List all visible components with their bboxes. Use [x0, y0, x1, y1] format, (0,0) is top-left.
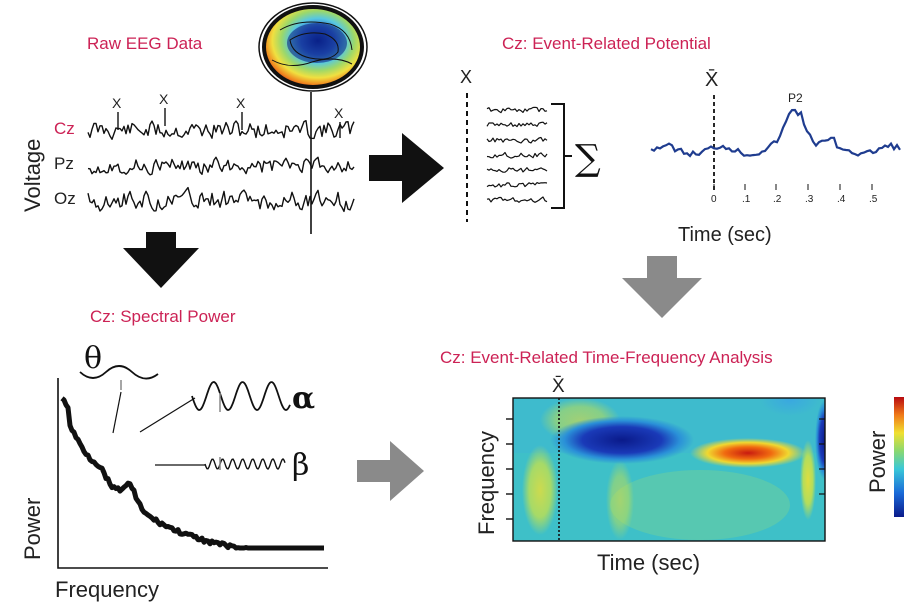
- spectral-axes: [57, 378, 328, 569]
- erp-axis-ticks: 0 .1 .2 .3 .4 .5: [711, 184, 878, 205]
- spectral-xlabel: Frequency: [55, 577, 159, 602]
- colorbar: [894, 397, 904, 517]
- erp-mean-event-marker: X̄: [705, 68, 718, 91]
- raw-eeg-title: Raw EEG Data: [87, 34, 203, 53]
- beta-symbol: β: [292, 448, 309, 483]
- eeg-trace-cz: [87, 119, 355, 141]
- erp-tick-label: .1: [742, 194, 751, 205]
- epoch-trace: [486, 136, 548, 144]
- erp-tick-label: .4: [837, 194, 846, 205]
- down-arrow-gray: [622, 256, 702, 318]
- down-arrow-dark: [123, 232, 199, 288]
- tf-title: Cz: Event-Related Time-Frequency Analysi…: [440, 348, 773, 367]
- epoch-trace: [486, 182, 548, 188]
- event-marker-4: X: [334, 105, 344, 121]
- sum-symbol: ∑: [575, 138, 601, 179]
- right-arrow-gray: [357, 441, 424, 501]
- erp-tick-label: .2: [773, 194, 782, 205]
- tf-y-ticks: [506, 418, 513, 520]
- erp-title: Cz: Event-Related Potential: [502, 34, 711, 53]
- scalp-topography: [258, 2, 368, 92]
- theta-wave-icon: [79, 365, 159, 380]
- channel-label-pz: Pz: [54, 154, 74, 173]
- tf-right-ticks: [819, 418, 825, 495]
- spectral-ylabel: Power: [20, 498, 45, 560]
- channel-label-cz: Cz: [54, 119, 75, 138]
- theta-pointer: [112, 391, 122, 434]
- tf-xlabel: Time (sec): [597, 550, 700, 575]
- erp-peak-label: P2: [788, 91, 803, 105]
- tf-event-marker: X̄: [552, 376, 565, 397]
- raw-ylabel: Voltage: [20, 139, 45, 212]
- event-marker-2: X: [159, 91, 169, 107]
- theta-symbol: θ: [84, 341, 102, 376]
- channel-label-oz: Oz: [54, 189, 76, 208]
- epoch-trace: [486, 106, 548, 114]
- event-marker-1: X: [112, 95, 122, 111]
- erp-tick-label: 0: [711, 194, 717, 205]
- right-arrow-dark: [369, 133, 444, 203]
- sum-bracket: [551, 103, 572, 209]
- epoch-trace: [486, 121, 548, 128]
- alpha-symbol: α: [292, 381, 315, 416]
- erp-waveform: [650, 108, 901, 158]
- tf-ylabel: Frequency: [474, 431, 499, 535]
- alpha-wave-icon: [191, 381, 291, 411]
- eeg-trace-pz: [87, 156, 355, 176]
- spectral-title: Cz: Spectral Power: [90, 307, 236, 326]
- epoch-trace: [486, 167, 548, 173]
- tf-heatmap: [513, 398, 825, 541]
- event-marker-3: X: [236, 95, 246, 111]
- colorbar-label: Power: [865, 431, 890, 493]
- erp-epoch-event-marker: X: [460, 67, 472, 87]
- erp-xlabel: Time (sec): [678, 224, 772, 246]
- alpha-pointer: [139, 397, 196, 433]
- eeg-trace-oz: [87, 186, 355, 213]
- power-spectrum-curve: [60, 396, 325, 551]
- epoch-stack: [486, 106, 548, 203]
- erp-tick-label: .3: [805, 194, 814, 205]
- epoch-trace: [486, 151, 548, 159]
- epoch-trace: [486, 196, 548, 203]
- event-markers: X X X X: [112, 91, 344, 138]
- beta-wave-icon: [204, 458, 286, 470]
- erp-tick-label: .5: [869, 194, 878, 205]
